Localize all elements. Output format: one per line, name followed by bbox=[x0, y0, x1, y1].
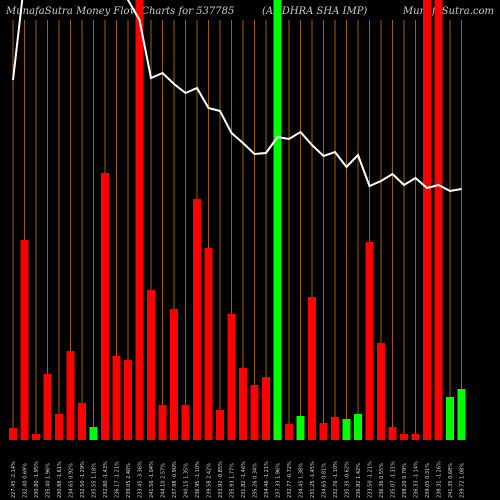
bar bbox=[147, 290, 155, 440]
x-tick-label: 235.07 -1.31% bbox=[391, 461, 397, 498]
bar bbox=[319, 423, 328, 440]
x-tick-label: 239.05 2.40% bbox=[126, 463, 132, 498]
bar bbox=[216, 410, 224, 440]
bar bbox=[101, 173, 109, 440]
x-tick-label: 244.10 2.57% bbox=[161, 463, 167, 498]
x-tick-label: 235.40 1.96% bbox=[46, 463, 52, 498]
x-tick-label: 239.58 2.42% bbox=[207, 463, 213, 498]
bar bbox=[308, 297, 316, 440]
x-tick-label: 227.45 -2.14% bbox=[11, 461, 17, 498]
chart-subtitle: (ANDHRA SHA IMP) bbox=[262, 6, 367, 17]
x-tick-label: 235.93 1.77% bbox=[230, 463, 236, 498]
x-tick-label: 241.56 -1.04% bbox=[149, 461, 155, 498]
bar bbox=[250, 385, 259, 440]
bar bbox=[388, 427, 397, 440]
x-tick-label: 239.05 0.31% bbox=[425, 463, 431, 498]
x-tick-label: 233.50 -1.21% bbox=[368, 461, 374, 498]
x-tick-label: 236.82 1.42% bbox=[356, 463, 362, 498]
bar bbox=[239, 368, 247, 440]
bar bbox=[273, 0, 282, 440]
bar bbox=[296, 416, 305, 440]
chart-title: MunafaSutra Money Flow Charts for 537785 bbox=[5, 6, 234, 17]
bar bbox=[193, 199, 201, 440]
x-tick-label: 236.33 -1.14% bbox=[414, 461, 420, 498]
bar bbox=[400, 434, 408, 440]
x-tick-label: 236.36 0.55% bbox=[379, 463, 385, 498]
bar bbox=[20, 240, 29, 440]
x-tick-label: 235.26 0.34% bbox=[253, 463, 259, 498]
x-tick-label: 230.88 -1.61% bbox=[57, 461, 63, 498]
bar bbox=[365, 242, 374, 440]
bar bbox=[135, 0, 144, 440]
bar bbox=[9, 428, 17, 440]
x-tick-label: 237.98 -0.90% bbox=[172, 461, 178, 498]
flow-line bbox=[12, 0, 462, 193]
x-tick-label: 237.33 1.96% bbox=[276, 463, 282, 498]
bar bbox=[457, 389, 466, 440]
bar bbox=[66, 351, 75, 440]
x-tick-label: 232.80 -1.43% bbox=[103, 461, 109, 498]
bar bbox=[181, 405, 190, 440]
x-tick-label: 230.80 -1.95% bbox=[34, 461, 40, 498]
bar bbox=[377, 343, 385, 440]
x-tick-label: 233.92 -0.85% bbox=[218, 461, 224, 498]
x-tick-label: 232.76 -1.10% bbox=[333, 461, 339, 498]
bar bbox=[262, 377, 270, 440]
x-tick-label: 232.40 0.69% bbox=[23, 463, 29, 498]
x-tick-label: 231.82 -1.46% bbox=[241, 461, 247, 498]
bar bbox=[227, 314, 236, 440]
bar bbox=[55, 414, 63, 440]
x-tick-label: 235.35 -0.62% bbox=[345, 461, 351, 498]
x-tick-label: 236.17 -1.21% bbox=[115, 461, 121, 498]
bar bbox=[43, 374, 52, 440]
bar bbox=[342, 419, 351, 440]
x-tick-label: 238.20 0.79% bbox=[402, 463, 408, 498]
bar bbox=[446, 397, 454, 440]
bar bbox=[32, 434, 40, 440]
bar bbox=[354, 414, 362, 440]
x-tick-label: 234.46 -1.21% bbox=[264, 461, 270, 498]
site-name: MunafaSutra.com bbox=[402, 6, 494, 17]
bar bbox=[423, 0, 431, 440]
bar bbox=[89, 427, 98, 440]
bar bbox=[204, 248, 213, 440]
x-tick-label: 235.55 1.18% bbox=[92, 463, 98, 498]
bar bbox=[331, 417, 339, 440]
x-tick-label: 232.50 -1.29% bbox=[80, 461, 86, 498]
bar bbox=[170, 309, 178, 440]
bar bbox=[112, 356, 121, 440]
x-tick-label: 234.45 1.38% bbox=[299, 463, 305, 498]
bar bbox=[124, 360, 132, 440]
bar bbox=[158, 405, 167, 440]
bar bbox=[434, 0, 443, 440]
bar bbox=[285, 424, 293, 440]
x-tick-label: 236.95 -1.10% bbox=[195, 461, 201, 498]
x-tick-label: 239.72 1.08% bbox=[460, 463, 466, 498]
x-tick-label: 234.65 0.81% bbox=[322, 463, 328, 498]
x-tick-label: 241.35 0.68% bbox=[448, 463, 454, 498]
x-tick-label: 240.15 1.35% bbox=[184, 463, 190, 498]
x-tick-label: 232.77 -0.72% bbox=[287, 461, 293, 498]
x-tick-label: 238.31 -1.26% bbox=[437, 461, 443, 498]
x-tick-label: 233.45 -3.36% bbox=[138, 461, 144, 498]
bar bbox=[78, 403, 86, 440]
x-tick-label: 231.25 -1.45% bbox=[310, 461, 316, 498]
bar bbox=[411, 434, 420, 440]
x-tick-label: 234.65 0.92% bbox=[69, 463, 75, 498]
